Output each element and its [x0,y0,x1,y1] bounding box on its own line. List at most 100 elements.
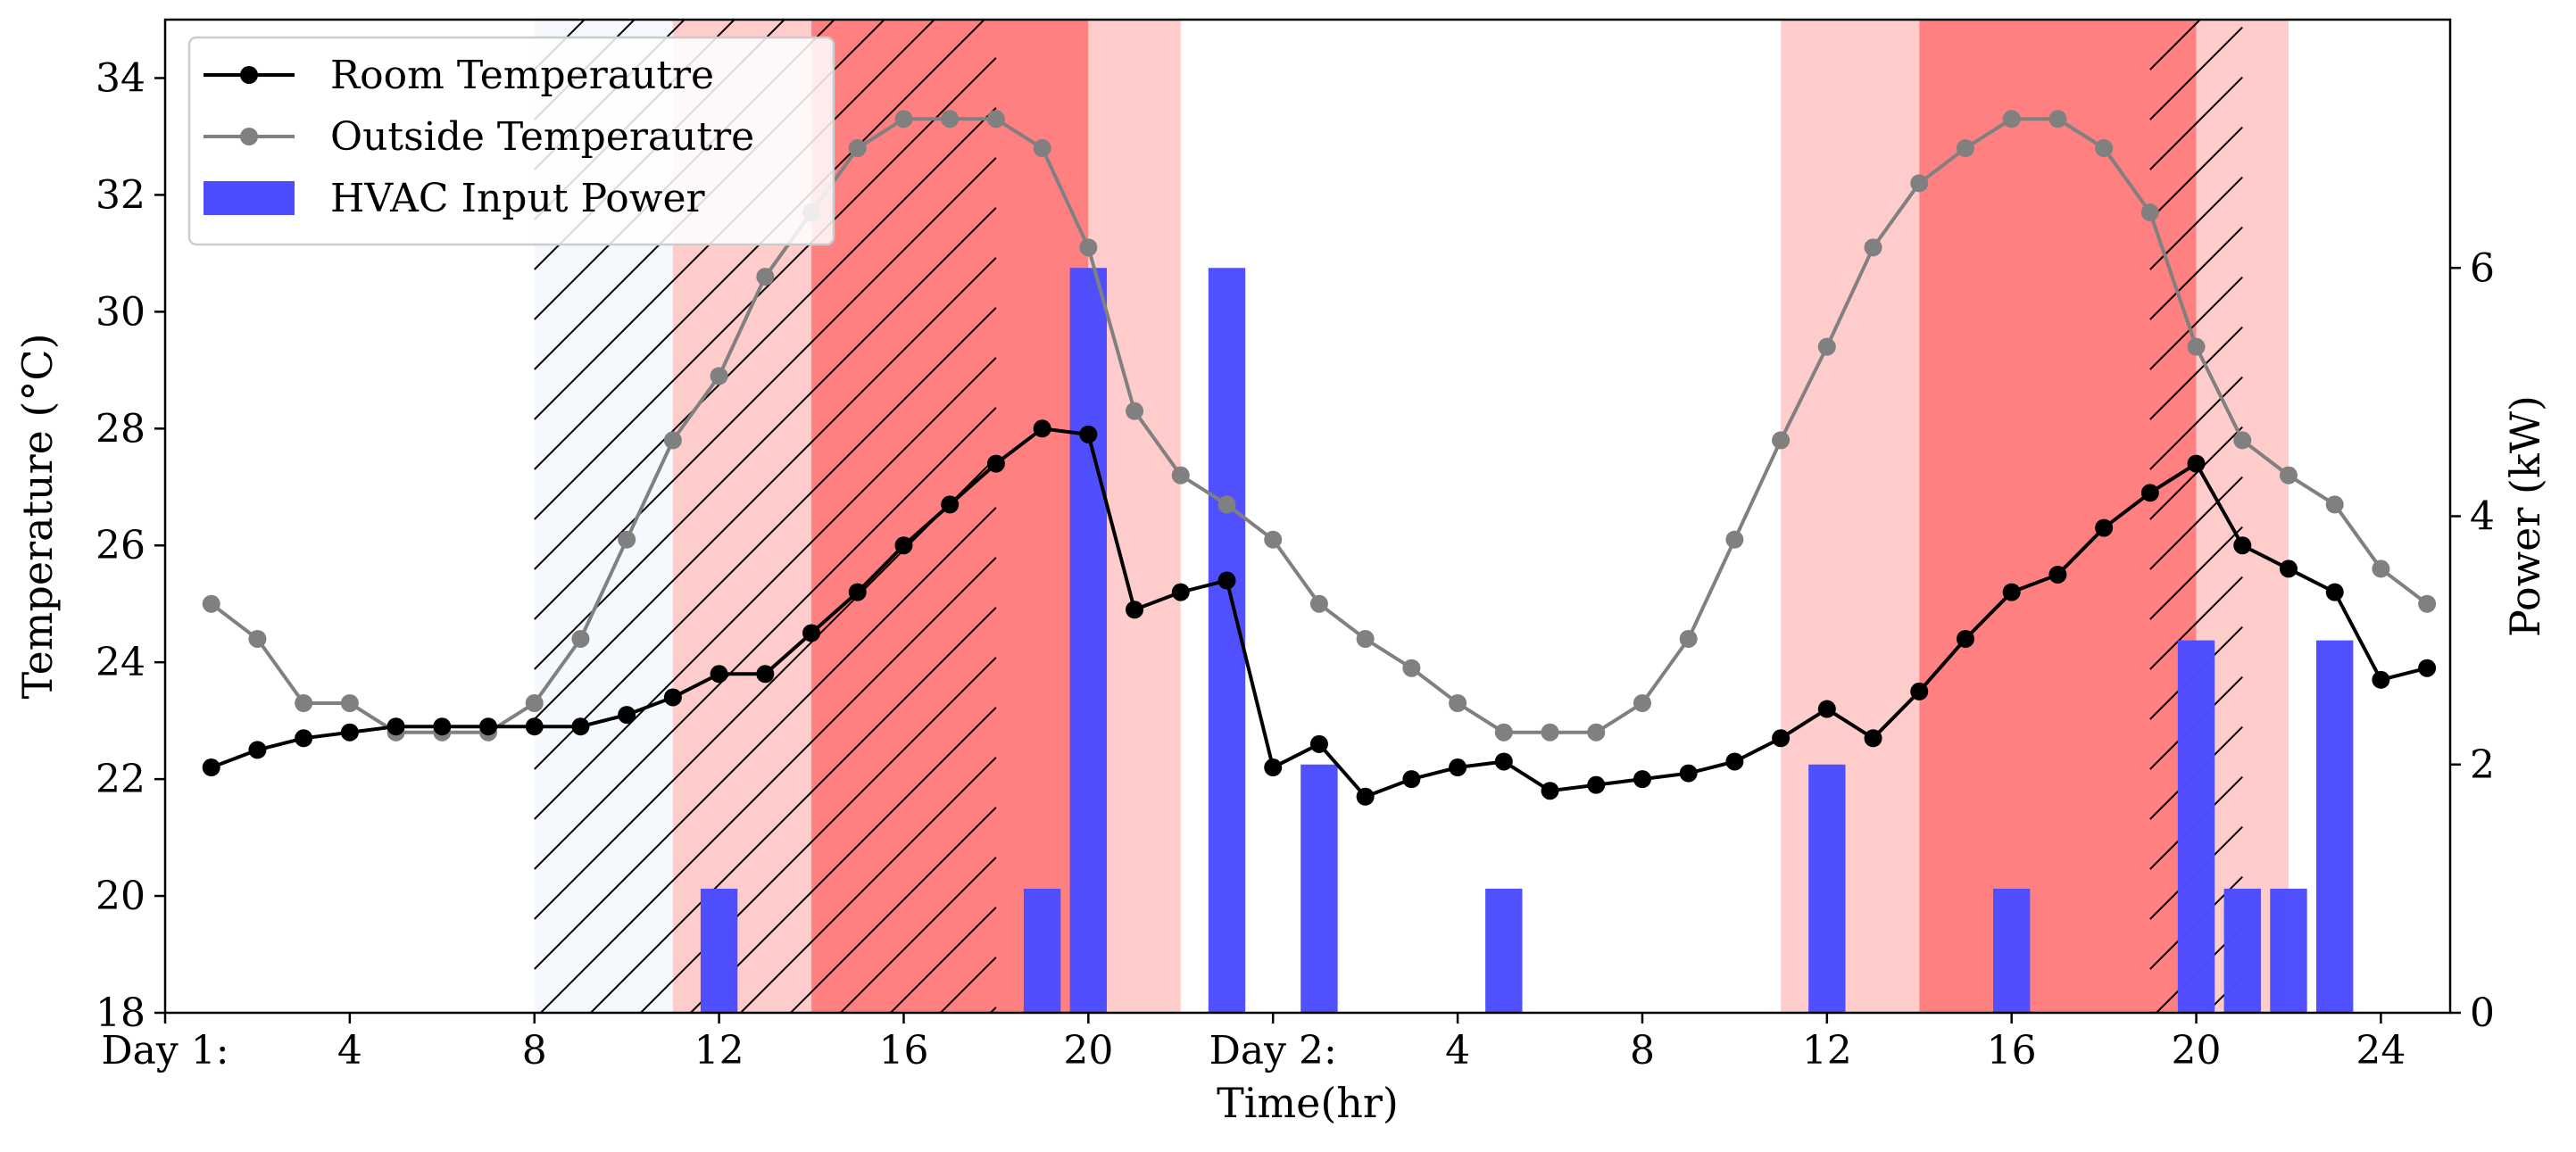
power-bar-3 [1208,268,1246,1013]
room-temperature-point-47 [2372,670,2390,689]
x-tick-label: 8 [522,1028,547,1073]
hatch-line [590,607,997,1013]
outside-temperature-point-10 [663,431,682,450]
room-temperature-point-14 [848,583,867,601]
room-temperature-point-19 [1079,425,1098,443]
outside-temperature-point-39 [2002,110,2021,128]
outside-temperature-point-27 [1449,694,1467,713]
power-bar-8 [2177,640,2215,1013]
hatch-line [2149,276,2243,370]
hatch-line [740,757,997,1013]
y-left-tick-label: 32 [96,172,145,218]
room-temperature-point-8 [571,717,590,736]
power-bar-4 [1300,764,1338,1013]
hatch-line [640,657,997,1013]
room-temperature-point-34 [1772,729,1791,748]
room-temperature-point-28 [1494,752,1513,771]
y-right-tick-label: 0 [2470,990,2495,1036]
y-left-tick-label: 26 [96,523,145,568]
room-temperature-point-20 [1126,601,1144,619]
outside-temperature-point-45 [2279,466,2298,485]
room-temperature-point-29 [1541,782,1559,800]
hatch-line [890,907,997,1013]
room-temperature-point-22 [1217,571,1236,590]
hatch-line [2149,426,2243,520]
room-temperature-point-1 [248,741,267,759]
outside-temperature-point-26 [1402,659,1421,677]
room-temperature-point-7 [525,717,544,736]
hatch-line [2149,26,2243,120]
room-temperature-point-43 [2187,454,2206,473]
y-right-axis-label: Power (kW) [2501,395,2549,637]
outside-temperature-point-42 [2140,203,2159,222]
room-temperature-point-23 [1264,758,1283,777]
outside-temperature-point-8 [571,629,590,648]
outside-temperature-point-38 [1956,139,1974,158]
y-right-tick-label: 2 [2470,742,2495,788]
power-bar-7 [1993,888,2031,1013]
room-temperature-point-44 [2233,536,2252,555]
room-temperature-point-36 [1864,729,1882,748]
room-temperature-point-21 [1171,583,1190,601]
hatch-line [2149,20,2201,70]
hatch-line [690,707,997,1013]
power-bars [700,268,2354,1013]
y-left-tick-label: 18 [96,990,145,1036]
room-temperature-point-37 [1910,682,1929,700]
legend-entry-2: HVAC Input Power [204,176,705,221]
outside-temperature-point-33 [1725,530,1744,549]
y-right-tick-label: 4 [2470,494,2495,540]
room-temperature-point-45 [2279,559,2298,578]
hatch-line [790,807,997,1013]
room-temperature-point-33 [1725,752,1744,771]
hatch-line [2149,526,2243,620]
power-bar-1 [1023,888,1061,1013]
room-temperature-point-13 [802,624,821,642]
outside-temperature-point-29 [1541,723,1559,742]
outside-temperature-point-47 [2372,559,2390,578]
hatch-line [2149,126,2243,220]
power-bar-2 [1069,268,1108,1013]
legend-swatch-marker [240,128,258,145]
hatch-line [534,57,997,520]
outside-temperature-point-46 [2325,495,2344,514]
room-temperature-point-9 [618,706,636,725]
power-bar-6 [1808,764,1846,1013]
room-temperature-point-17 [986,454,1005,473]
outside-temperature-point-3 [340,694,359,713]
hatch-line [534,157,997,620]
outside-temperature-point-23 [1264,530,1283,549]
room-temperature-point-5 [433,717,452,736]
power-bar-0 [700,888,738,1013]
outside-temperature-point-48 [2418,594,2437,613]
outside-temperature-point-28 [1494,723,1513,742]
room-temperature-point-16 [941,495,960,514]
room-temperature-point-27 [1449,758,1467,777]
room-temperature-point-2 [295,729,313,748]
x-tick-label: 20 [1063,1028,1113,1073]
legend-label: Room Temperautre [330,53,714,98]
y-left-axis-label: Temperature (°C) [13,333,62,699]
x-tick-label: Day 1: [101,1028,229,1073]
room-temperature-point-38 [1956,629,1974,648]
room-temperature-point-30 [1587,775,1606,794]
y-right-tick-label: 6 [2470,245,2495,291]
x-tick-label: 4 [1445,1028,1470,1073]
hatch-line [534,307,997,770]
room-temperature-point-41 [2095,518,2114,537]
outside-temperature-point-12 [756,268,775,286]
shaded-region-4 [1781,20,1920,1013]
outside-temperature-point-36 [1864,238,1882,257]
x-tick-label: 24 [2356,1028,2406,1073]
outside-temperature-point-18 [1033,139,1051,158]
y-left-tick-label: 30 [96,289,145,335]
hatch-line [534,257,997,720]
power-bar-5 [1485,888,1523,1013]
legend-entry-0: Room Temperautre [204,53,714,98]
room-temperature-point-32 [1679,764,1698,783]
outside-temperature-point-17 [986,110,1005,128]
outside-temperature-point-16 [941,110,960,128]
room-temperature-point-3 [340,723,359,742]
power-bar-9 [2223,888,2261,1013]
